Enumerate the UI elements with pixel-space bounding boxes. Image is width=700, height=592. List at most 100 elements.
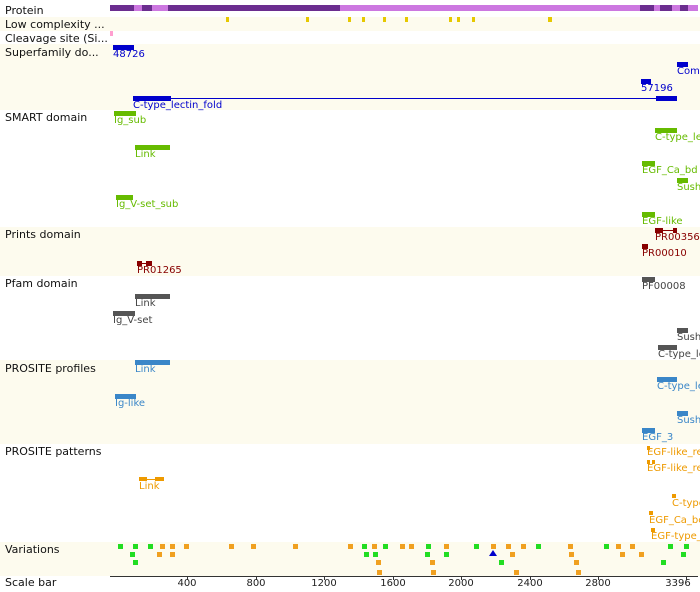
superfamily-domain[interactable] [133,96,171,101]
low-complexity-region[interactable] [457,17,460,22]
variation-marker[interactable] [499,560,504,565]
low-complexity-region[interactable] [472,17,475,22]
variation-marker[interactable] [639,552,644,557]
smart-domain[interactable] [677,178,688,183]
variation-marker[interactable] [569,552,574,557]
superfamily-domain[interactable] [677,62,688,67]
low-complexity-region[interactable] [548,17,552,22]
protein-bar-segment[interactable] [110,5,134,11]
variation-marker[interactable] [568,544,573,549]
smart-domain[interactable] [114,111,136,116]
prints-motif[interactable] [137,261,142,266]
variation-marker[interactable] [444,552,449,557]
cleavage-site[interactable] [110,31,113,36]
variation-marker[interactable] [576,570,581,575]
variation-marker[interactable] [170,544,175,549]
variation-marker[interactable] [616,544,621,549]
variation-marker[interactable] [157,552,162,557]
prosite-pattern[interactable] [672,494,676,498]
prints-motif[interactable] [642,244,648,249]
variation-marker[interactable] [444,544,449,549]
variation-marker[interactable] [376,560,381,565]
prosite-pattern[interactable] [647,460,650,464]
variation-marker[interactable] [681,552,686,557]
pfam-domain[interactable] [135,294,170,299]
protein-bar-segment[interactable] [142,5,152,11]
variation-marker[interactable] [373,552,378,557]
protein-bar-segment[interactable] [680,5,688,11]
variation-marker[interactable] [425,552,430,557]
variation-marker[interactable] [684,544,689,549]
prosite-profile[interactable] [115,394,136,399]
variation-marker[interactable] [430,560,435,565]
prosite-profile[interactable] [642,428,655,433]
low-complexity-region[interactable] [383,17,386,22]
variation-marker[interactable] [364,552,369,557]
low-complexity-region[interactable] [226,17,229,22]
variation-marker[interactable] [491,544,496,549]
superfamily-domain[interactable] [641,79,651,84]
variation-marker[interactable] [521,544,526,549]
variation-marker[interactable] [130,552,135,557]
prints-motif[interactable] [655,228,663,233]
variation-marker[interactable] [409,544,414,549]
variation-marker[interactable] [668,544,673,549]
prints-motif[interactable] [146,261,152,266]
variation-marker[interactable] [574,560,579,565]
variation-marker[interactable] [474,544,479,549]
low-complexity-region[interactable] [348,17,351,22]
superfamily-domain[interactable] [113,45,134,50]
variation-triangle-marker[interactable] [489,550,497,556]
variation-marker[interactable] [400,544,405,549]
superfamily-domain[interactable] [656,96,677,101]
smart-domain[interactable] [135,145,170,150]
low-complexity-region[interactable] [405,17,408,22]
prosite-pattern[interactable] [649,511,653,515]
variation-marker[interactable] [661,560,666,565]
variation-marker[interactable] [630,544,635,549]
prosite-pattern[interactable] [651,528,655,532]
pfam-domain[interactable] [642,277,655,282]
pfam-domain[interactable] [113,311,135,316]
variation-marker[interactable] [133,560,138,565]
variation-marker[interactable] [510,552,515,557]
smart-domain[interactable] [655,128,677,133]
prosite-profile[interactable] [677,411,688,416]
variation-marker[interactable] [348,544,353,549]
variation-marker[interactable] [377,570,382,575]
variation-marker[interactable] [426,544,431,549]
protein-bar-segment[interactable] [660,5,672,11]
variation-marker[interactable] [184,544,189,549]
low-complexity-region[interactable] [306,17,309,22]
variation-marker[interactable] [506,544,511,549]
variation-marker[interactable] [118,544,123,549]
pfam-domain[interactable] [658,345,677,350]
variation-marker[interactable] [431,570,436,575]
variation-marker[interactable] [229,544,234,549]
prosite-pattern[interactable] [139,477,147,481]
protein-bar-segment[interactable] [168,5,340,11]
prosite-profile[interactable] [135,360,170,365]
protein-bar-segment[interactable] [640,5,654,11]
variation-marker[interactable] [251,544,256,549]
variation-marker[interactable] [170,552,175,557]
variation-marker[interactable] [620,552,625,557]
variation-marker[interactable] [148,544,153,549]
variation-marker[interactable] [133,544,138,549]
smart-domain[interactable] [116,195,133,200]
prosite-profile[interactable] [657,377,677,382]
pfam-domain[interactable] [677,328,688,333]
variation-marker[interactable] [383,544,388,549]
low-complexity-region[interactable] [362,17,365,22]
prosite-pattern[interactable] [652,460,655,464]
protein-bar[interactable] [110,5,698,11]
variation-marker[interactable] [362,544,367,549]
variation-marker[interactable] [536,544,541,549]
variation-marker[interactable] [604,544,609,549]
variation-marker[interactable] [514,570,519,575]
low-complexity-region[interactable] [449,17,452,22]
variation-marker[interactable] [160,544,165,549]
variation-marker[interactable] [293,544,298,549]
smart-domain[interactable] [642,161,655,166]
prosite-pattern[interactable] [155,477,164,481]
